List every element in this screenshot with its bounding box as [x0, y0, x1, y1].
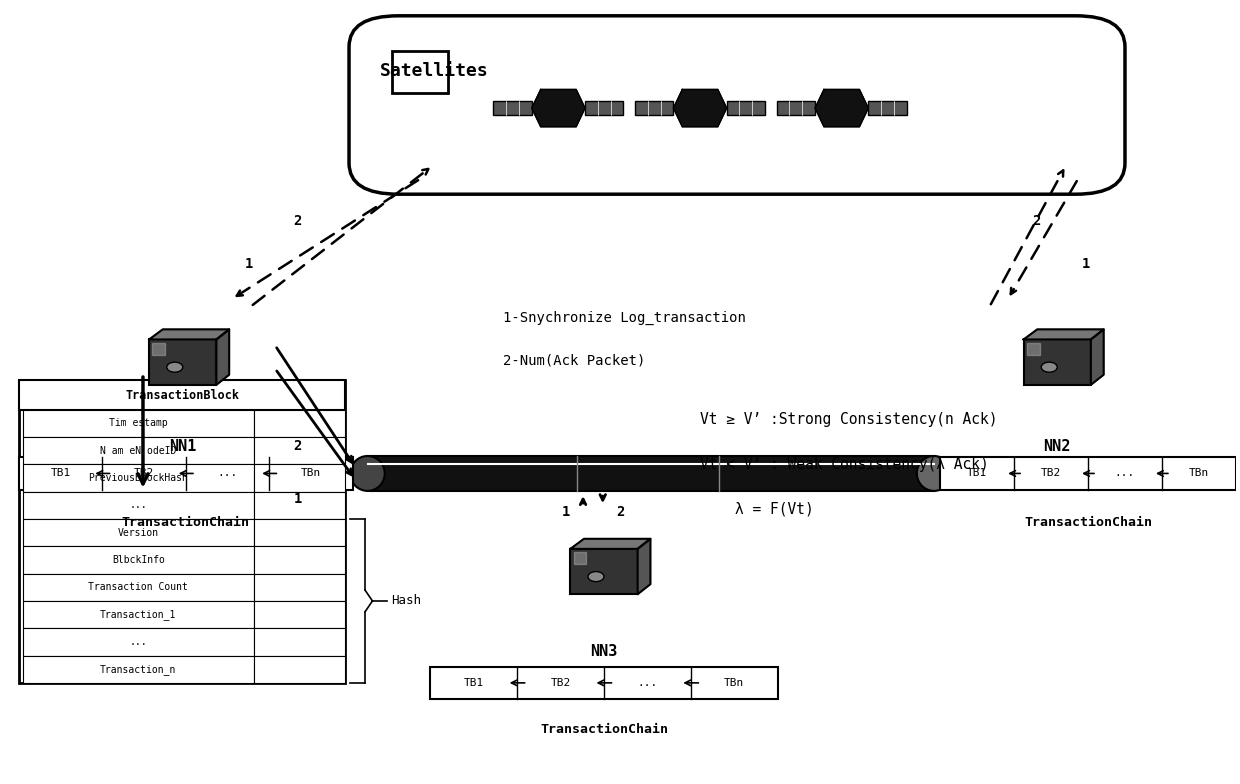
Bar	[254, 546, 345, 574]
Bar	[254, 574, 345, 601]
Text: ...: ...	[637, 678, 657, 688]
Text: 2: 2	[294, 214, 303, 228]
Bar	[22, 437, 254, 464]
Bar	[254, 628, 345, 655]
Text: TransactionChain: TransactionChain	[122, 516, 249, 529]
Text: ...: ...	[129, 500, 148, 510]
Text: Transaction Count: Transaction Count	[88, 583, 188, 593]
Text: ...: ...	[1115, 469, 1135, 478]
Bar	[635, 101, 673, 114]
Bar	[254, 655, 345, 683]
Bar	[22, 601, 254, 628]
Text: TB1: TB1	[464, 678, 484, 688]
Text: TransactionBlock: TransactionBlock	[125, 389, 239, 401]
Text: 2: 2	[1033, 214, 1042, 228]
Ellipse shape	[350, 456, 384, 491]
Bar	[367, 456, 934, 491]
Text: Version: Version	[118, 528, 159, 538]
Bar	[19, 380, 345, 683]
FancyBboxPatch shape	[348, 16, 1125, 194]
Bar	[22, 410, 254, 437]
Text: NN1: NN1	[169, 438, 196, 453]
Text: TransactionChain: TransactionChain	[1024, 516, 1152, 529]
Bar	[430, 666, 777, 699]
Polygon shape	[153, 343, 165, 354]
Polygon shape	[570, 539, 651, 549]
Text: TBn: TBn	[724, 678, 744, 688]
Bar	[22, 464, 254, 492]
Text: 1: 1	[1081, 257, 1090, 271]
Ellipse shape	[166, 362, 182, 372]
Text: TB1: TB1	[967, 469, 987, 478]
Text: Vt ≥ V’ :Strong Consistency(n Ack): Vt ≥ V’ :Strong Consistency(n Ack)	[701, 412, 997, 426]
Text: 1-Snychronize Log_transaction: 1-Snychronize Log_transaction	[503, 311, 746, 325]
Bar	[22, 519, 254, 546]
Polygon shape	[1091, 329, 1104, 385]
Text: Vt < V’ : Weak Consistency(λ Ack): Vt < V’ : Weak Consistency(λ Ack)	[701, 456, 988, 472]
Ellipse shape	[588, 572, 604, 582]
Polygon shape	[149, 329, 229, 339]
Polygon shape	[532, 89, 585, 127]
Text: TB2: TB2	[551, 678, 570, 688]
Text: Transaction_1: Transaction_1	[100, 609, 176, 620]
Text: 1: 1	[562, 505, 570, 519]
Polygon shape	[1023, 329, 1104, 339]
Text: TBn: TBn	[301, 469, 321, 478]
Text: NN2: NN2	[1044, 438, 1071, 453]
Text: TB1: TB1	[51, 469, 71, 478]
Text: TB2: TB2	[1040, 469, 1061, 478]
Bar	[254, 492, 345, 519]
Text: ...: ...	[129, 637, 148, 647]
Polygon shape	[217, 329, 229, 385]
Bar	[22, 492, 254, 519]
Bar	[776, 101, 815, 114]
Text: Hash: Hash	[391, 594, 420, 608]
Bar	[585, 101, 624, 114]
Text: NN3: NN3	[590, 644, 618, 659]
Bar	[1023, 339, 1091, 385]
Text: TB2: TB2	[134, 469, 154, 478]
Text: Transaction_n: Transaction_n	[100, 664, 176, 675]
Text: ...: ...	[217, 469, 238, 478]
Text: λ = F(Vt): λ = F(Vt)	[701, 502, 813, 517]
Bar	[254, 601, 345, 628]
Bar	[727, 101, 765, 114]
Bar	[254, 437, 345, 464]
Bar	[149, 339, 217, 385]
Text: PreviousBlockHash: PreviousBlockHash	[88, 473, 188, 483]
Bar	[570, 549, 637, 594]
Bar	[254, 410, 345, 437]
Bar	[22, 574, 254, 601]
Text: Tim estamp: Tim estamp	[109, 419, 167, 429]
Text: N am eN odeID: N am eN odeID	[100, 446, 176, 456]
Text: TBn: TBn	[1189, 469, 1209, 478]
Ellipse shape	[1042, 362, 1058, 372]
Text: 2-Num(Ack Packet): 2-Num(Ack Packet)	[503, 354, 645, 368]
Text: 2: 2	[616, 505, 624, 519]
Bar	[22, 546, 254, 574]
Text: TransactionChain: TransactionChain	[539, 723, 668, 736]
Polygon shape	[1027, 343, 1039, 354]
Bar	[22, 655, 254, 683]
Text: 1: 1	[244, 257, 253, 271]
Bar	[940, 457, 1236, 490]
Bar	[392, 51, 448, 93]
Bar	[868, 101, 906, 114]
Text: BlbckInfo: BlbckInfo	[112, 555, 165, 565]
Bar	[22, 628, 254, 655]
Text: 2: 2	[294, 439, 303, 453]
Bar	[254, 464, 345, 492]
Bar	[19, 380, 345, 410]
Text: Satellites: Satellites	[379, 62, 489, 80]
Ellipse shape	[916, 456, 951, 491]
Polygon shape	[637, 539, 651, 594]
Bar	[19, 457, 352, 490]
Bar	[254, 519, 345, 546]
Polygon shape	[673, 89, 727, 127]
Polygon shape	[574, 553, 587, 564]
Text: 1: 1	[294, 492, 303, 506]
Bar	[494, 101, 532, 114]
Polygon shape	[815, 89, 868, 127]
